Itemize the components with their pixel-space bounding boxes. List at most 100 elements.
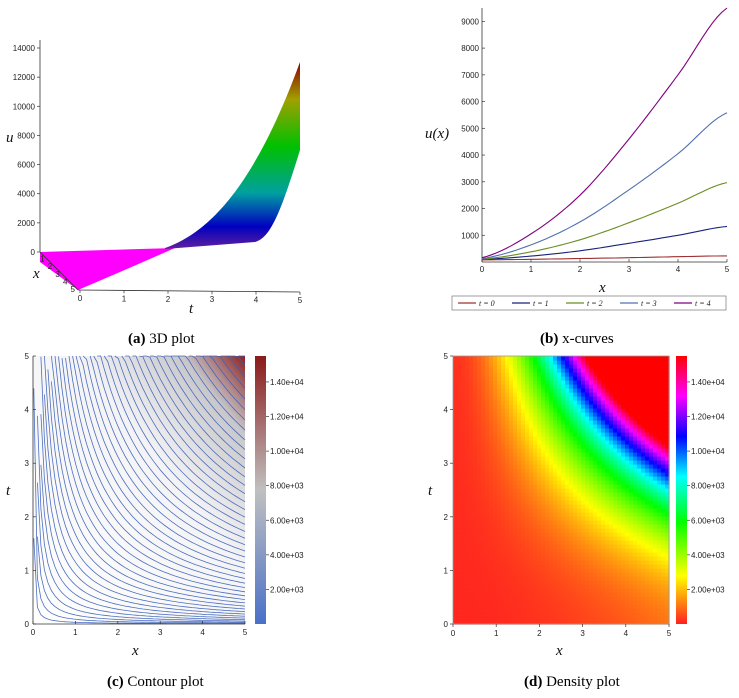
- density-cell: [493, 484, 498, 489]
- density-cell: [633, 604, 638, 609]
- density-cell: [617, 576, 622, 581]
- density-cell: [513, 548, 518, 553]
- density-cell: [577, 488, 582, 493]
- density-cell: [553, 528, 558, 533]
- density-cell: [493, 572, 498, 577]
- density-cell: [513, 500, 518, 505]
- density-cell: [497, 536, 502, 541]
- density-cell: [465, 396, 470, 401]
- density-cell: [485, 508, 490, 513]
- density-cell: [453, 524, 458, 529]
- density-cell: [641, 444, 646, 449]
- density-cell: [605, 528, 610, 533]
- contour-line: [47, 369, 246, 607]
- density-cell: [541, 444, 546, 449]
- density-cell: [505, 496, 510, 501]
- density-cell: [601, 356, 606, 361]
- density-cell: [613, 536, 618, 541]
- density-cell: [525, 420, 530, 425]
- density-cell: [481, 488, 486, 493]
- density-cell: [653, 408, 658, 413]
- density-cell: [637, 544, 642, 549]
- density-cell: [601, 424, 606, 429]
- density-cell: [493, 360, 498, 365]
- density-cell: [453, 572, 458, 577]
- density-cell: [545, 396, 550, 401]
- density-cell: [649, 388, 654, 393]
- density-cell: [553, 432, 558, 437]
- y-axis-label: u(x): [425, 126, 449, 142]
- density-cell: [661, 604, 666, 609]
- density-cell: [661, 488, 666, 493]
- density-cell: [557, 616, 562, 621]
- density-cell: [525, 548, 530, 553]
- density-cell: [621, 472, 626, 477]
- density-cell: [597, 456, 602, 461]
- density-cell: [581, 360, 586, 365]
- density-cell: [513, 532, 518, 537]
- density-cell: [609, 464, 614, 469]
- density-cell: [609, 460, 614, 465]
- density-cell: [569, 568, 574, 573]
- density-cell: [545, 388, 550, 393]
- density-cell: [657, 412, 662, 417]
- density-cell: [581, 612, 586, 617]
- density-cell: [649, 516, 654, 521]
- density-cell: [573, 576, 578, 581]
- density-cell: [613, 504, 618, 509]
- density-cell: [585, 520, 590, 525]
- density-cell: [553, 356, 558, 361]
- y-axis-label: t: [6, 483, 11, 499]
- density-cell: [521, 376, 526, 381]
- density-cell: [649, 604, 654, 609]
- density-cell: [553, 524, 558, 529]
- density-cell: [513, 560, 518, 565]
- density-cell: [513, 580, 518, 585]
- density-cell: [501, 424, 506, 429]
- density-cell: [529, 468, 534, 473]
- density-cell: [561, 408, 566, 413]
- density-cell: [481, 392, 486, 397]
- density-cell: [477, 400, 482, 405]
- density-cell: [541, 620, 546, 625]
- density-cell: [621, 372, 626, 377]
- density-cell: [461, 448, 466, 453]
- density-cell: [453, 512, 458, 517]
- density-cell: [617, 412, 622, 417]
- density-cell: [621, 544, 626, 549]
- density-cell: [589, 620, 594, 625]
- density-cell: [505, 364, 510, 369]
- density-cell: [529, 360, 534, 365]
- density-cell: [633, 524, 638, 529]
- density-cell: [469, 532, 474, 537]
- density-cell: [505, 608, 510, 613]
- density-cell: [581, 460, 586, 465]
- density-cell: [465, 608, 470, 613]
- density-cell: [577, 456, 582, 461]
- density-cell: [585, 484, 590, 489]
- density-cell: [617, 504, 622, 509]
- density-cell: [645, 500, 650, 505]
- density-cell: [653, 500, 658, 505]
- density-cell: [469, 576, 474, 581]
- density-cell: [469, 464, 474, 469]
- density-cell: [633, 568, 638, 573]
- density-cell: [541, 504, 546, 509]
- density-cell: [565, 356, 570, 361]
- density-cell: [485, 532, 490, 537]
- density-cell: [629, 500, 634, 505]
- density-cell: [637, 424, 642, 429]
- density-cell: [557, 368, 562, 373]
- density-cell: [497, 464, 502, 469]
- density-cell: [625, 584, 630, 589]
- x-tick-label: 1: [494, 629, 499, 638]
- density-cell: [637, 604, 642, 609]
- density-cell: [581, 588, 586, 593]
- density-cell: [525, 388, 530, 393]
- density-cell: [613, 420, 618, 425]
- colorbar-tick-label: 4.00e+03: [270, 551, 304, 560]
- density-cell: [545, 480, 550, 485]
- density-cell: [541, 384, 546, 389]
- density-cell: [513, 508, 518, 513]
- density-cell: [465, 520, 470, 525]
